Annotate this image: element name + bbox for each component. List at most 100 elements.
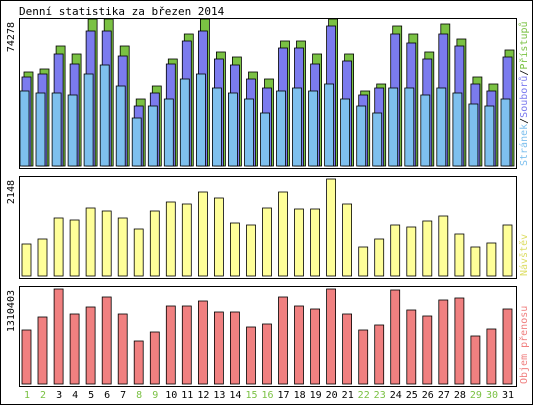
chart-title: Denní statistika za březen 2014 [19, 5, 225, 18]
x-tick-label-day-28: 28 [454, 390, 466, 401]
bar-visits-visits-day-2 [37, 238, 48, 277]
bar-kbytes-kbytes-day-28 [454, 297, 465, 385]
bar-traffic-pages-day-14 [227, 92, 238, 167]
bar-traffic-pages-day-20 [324, 83, 335, 167]
y-max-label-kbytes: 1310403 [6, 290, 17, 332]
bar-visits-visits-day-6 [101, 210, 112, 277]
bar-traffic-pages-day-10 [163, 98, 174, 167]
bar-kbytes-kbytes-day-2 [37, 316, 48, 385]
bar-visits-visits-day-12 [197, 191, 208, 277]
bar-traffic-pages-day-24 [388, 87, 399, 167]
panel-visits: 2148 Návštěv [6, 176, 530, 279]
x-tick-label-day-19: 19 [310, 390, 322, 401]
x-tick-label-day-17: 17 [277, 390, 289, 401]
bar-kbytes-kbytes-day-21 [342, 313, 353, 385]
bar-visits-visits-day-4 [69, 219, 80, 277]
bar-kbytes-kbytes-day-7 [117, 313, 128, 385]
bar-kbytes-kbytes-day-25 [406, 309, 417, 385]
x-tick-label-day-20: 20 [326, 390, 338, 401]
x-tick-label-day-18: 18 [294, 390, 306, 401]
bar-visits-visits-day-27 [438, 215, 449, 277]
x-tick-label-day-15: 15 [245, 390, 257, 401]
legend-entry-traffic-1: / [519, 118, 530, 124]
x-tick-label-day-21: 21 [342, 390, 354, 401]
x-tick-label-day-13: 13 [213, 390, 225, 401]
x-axis-day-labels: 1 2 3 4 5 6 7 8 9 10 11 12 13 14 15 16 17 18 19 20 21 22 23 24 2… [24, 390, 514, 401]
bar-traffic-pages-day-21 [340, 98, 351, 167]
bar-visits-visits-day-23 [374, 238, 385, 277]
bar-visits-visits-day-5 [85, 207, 96, 277]
bar-traffic-pages-day-7 [115, 85, 126, 167]
legend-entry-traffic-3: / [519, 70, 530, 76]
panel-frame-kbytes [19, 286, 517, 387]
bar-kbytes-kbytes-day-24 [390, 289, 401, 385]
x-tick-label-day-6: 6 [104, 390, 110, 401]
bar-traffic-pages-day-26 [420, 94, 431, 167]
bar-visits-visits-day-22 [358, 246, 369, 277]
panel-frame-visits [19, 176, 517, 279]
x-tick-label-day-22: 22 [358, 390, 370, 401]
legend-traffic: Stránek/Souborů/Přístupů [518, 21, 530, 166]
x-tick-label-day-25: 25 [406, 390, 418, 401]
bar-traffic-pages-day-16 [260, 112, 270, 167]
x-tick-label-day-8: 8 [136, 390, 142, 401]
x-tick-label-day-5: 5 [88, 390, 94, 401]
x-tick-label-day-4: 4 [72, 390, 78, 401]
panel-frame-traffic [19, 18, 517, 169]
bar-traffic-pages-day-22 [356, 105, 367, 167]
x-tick-label-day-2: 2 [40, 390, 46, 401]
bar-visits-visits-day-24 [390, 224, 401, 277]
bar-traffic-pages-day-12 [195, 73, 206, 167]
x-tick-label-day-3: 3 [56, 390, 62, 401]
bar-visits-visits-day-21 [342, 203, 353, 277]
bar-visits-visits-day-7 [117, 217, 128, 277]
bar-kbytes-kbytes-day-18 [294, 305, 304, 385]
bar-kbytes-kbytes-day-1 [21, 329, 32, 385]
bar-kbytes-kbytes-day-26 [422, 315, 433, 385]
bar-kbytes-kbytes-day-17 [278, 296, 288, 385]
bar-traffic-pages-day-13 [211, 87, 222, 167]
bar-traffic-pages-day-23 [372, 112, 383, 167]
bar-visits-visits-day-11 [181, 203, 192, 277]
bar-visits-visits-day-10 [165, 201, 176, 277]
x-tick-label-day-16: 16 [261, 390, 273, 401]
bar-visits-visits-day-14 [229, 222, 240, 277]
x-tick-label-day-31: 31 [502, 390, 514, 401]
bar-kbytes-kbytes-day-6 [101, 296, 112, 385]
bar-traffic-pages-day-3 [51, 92, 62, 167]
x-tick-label-day-14: 14 [229, 390, 241, 401]
bar-traffic-pages-day-19 [308, 90, 319, 167]
panel-kbytes: 1310403 Objem přenosu [6, 286, 530, 387]
bar-kbytes-kbytes-day-5 [85, 306, 96, 385]
bar-kbytes-kbytes-day-8 [133, 340, 144, 385]
bar-kbytes-kbytes-day-15 [246, 326, 256, 385]
bar-kbytes-kbytes-day-13 [213, 311, 224, 385]
bar-traffic-pages-day-30 [484, 105, 495, 167]
x-tick-label-day-24: 24 [390, 390, 402, 401]
bar-traffic-pages-day-31 [500, 98, 511, 167]
bar-visits-visits-day-26 [422, 220, 433, 277]
bar-kbytes-kbytes-day-31 [502, 308, 513, 385]
bar-traffic-pages-day-1 [19, 90, 30, 167]
bar-kbytes-kbytes-day-27 [438, 299, 449, 385]
bar-visits-visits-day-18 [294, 208, 304, 277]
bar-traffic-pages-day-8 [131, 117, 142, 167]
x-tick-label-day-7: 7 [120, 390, 126, 401]
x-tick-label-day-29: 29 [470, 390, 482, 401]
bar-kbytes-kbytes-day-22 [358, 329, 369, 385]
bar-visits-visits-day-16 [262, 207, 272, 277]
bar-kbytes-kbytes-day-9 [149, 331, 160, 385]
bar-traffic-pages-day-27 [436, 87, 447, 167]
bar-visits-visits-day-1 [21, 243, 32, 277]
bar-kbytes-kbytes-day-14 [229, 311, 240, 385]
x-tick-label-day-27: 27 [438, 390, 450, 401]
bar-kbytes-kbytes-day-23 [374, 324, 385, 385]
bar-traffic-pages-day-11 [179, 78, 190, 167]
bar-kbytes-kbytes-day-16 [262, 323, 272, 385]
bar-visits-visits-day-30 [486, 242, 497, 277]
bar-visits-visits-day-17 [278, 191, 288, 277]
legend-entry-traffic-0: Stránek [518, 124, 530, 166]
x-tick-label-day-10: 10 [165, 390, 177, 401]
